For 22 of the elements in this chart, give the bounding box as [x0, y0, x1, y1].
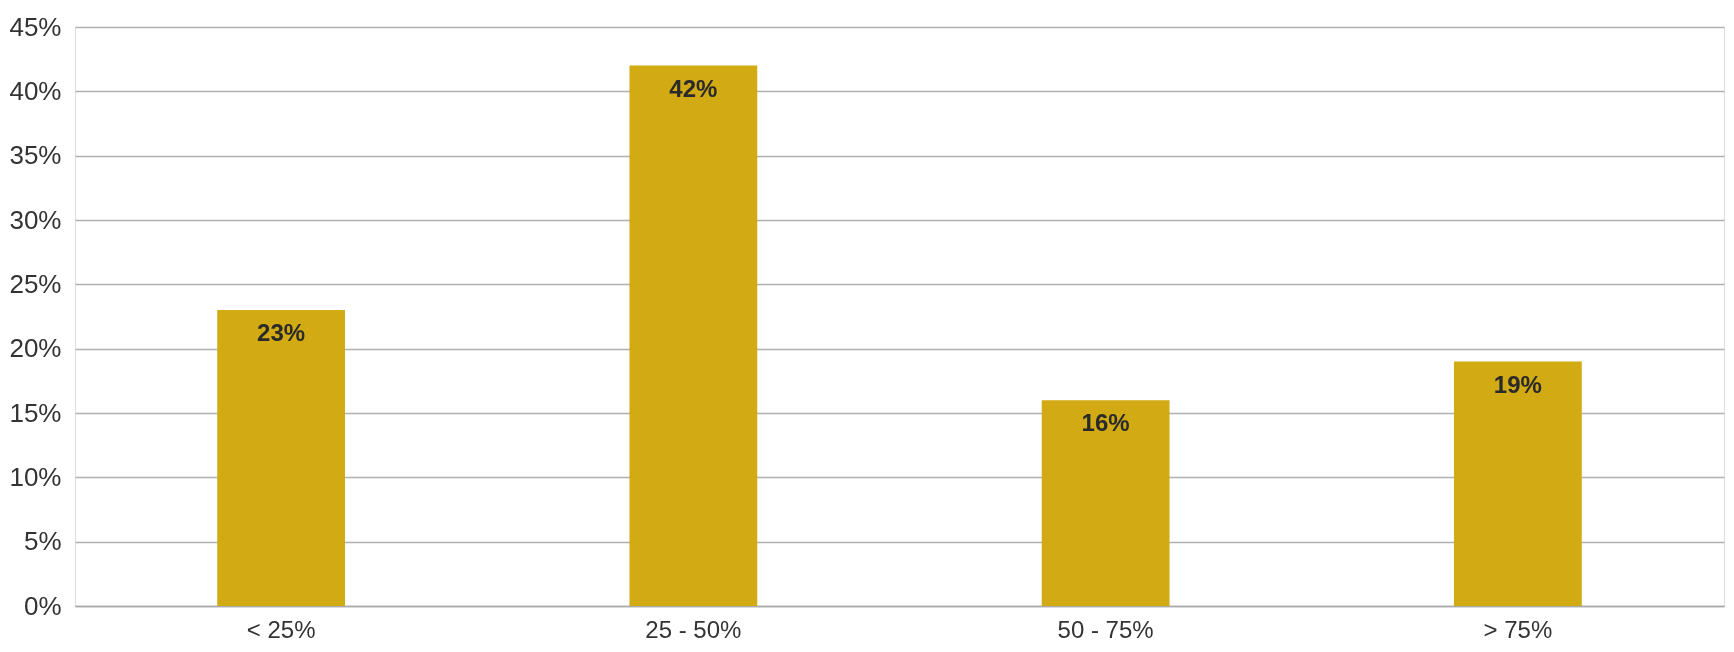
y-tick-label: 0% — [23, 590, 62, 621]
bar — [629, 65, 758, 606]
y-tick-label: 35% — [9, 140, 62, 171]
data-label: 19% — [1493, 370, 1542, 398]
data-label: 42% — [669, 74, 718, 102]
bar — [1453, 361, 1582, 606]
y-tick-label: 30% — [9, 204, 62, 235]
y-tick-label: 25% — [9, 268, 62, 299]
y-tick-label: 15% — [9, 397, 62, 428]
bar — [1041, 400, 1170, 606]
y-tick-label: 10% — [9, 461, 62, 492]
data-label: 23% — [257, 319, 306, 347]
y-tick-label: 5% — [23, 526, 62, 557]
x-tick-label: > 75% — [1483, 615, 1553, 643]
x-tick-label: 25 - 50% — [645, 615, 742, 643]
y-tick-label: 20% — [9, 333, 62, 364]
y-tick-label: 40% — [9, 75, 62, 106]
y-tick-label: 45% — [9, 11, 62, 42]
x-tick-label: 50 - 75% — [1057, 615, 1154, 643]
x-tick-label: < 25% — [246, 615, 316, 643]
data-label: 16% — [1081, 409, 1130, 437]
bar — [217, 310, 346, 606]
